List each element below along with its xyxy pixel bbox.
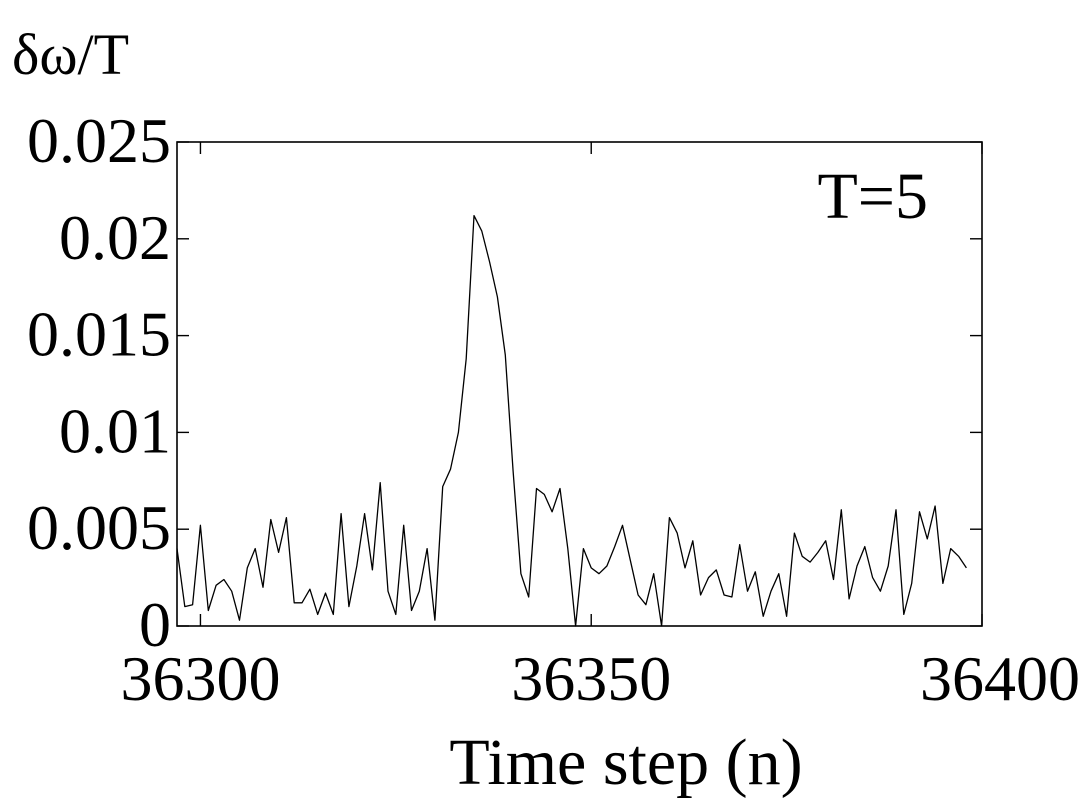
series-line [176,214,967,627]
x-tick-label-1: 36350 [511,643,671,714]
x-tick-label-2: 36400 [920,643,1080,714]
y-ticks: 0 0.005 0.01 0.015 0.02 0.025 [27,105,982,660]
x-ticks: 36300 36350 36400 [120,142,1080,714]
plot-area-frame [176,141,983,627]
x-axis-label: Time step (n) [449,726,802,799]
y-axis-label: δω/T [12,22,129,87]
y-tick-label-5: 0.025 [27,105,171,176]
y-tick-label-0: 0 [139,589,171,660]
y-tick-label-1: 0.005 [27,492,171,563]
y-tick-label-2: 0.01 [59,395,171,466]
x-tick-label-0: 36300 [120,643,280,714]
y-tick-label-3: 0.015 [27,299,171,370]
chart-annotation: T=5 [817,160,928,233]
y-tick-label-4: 0.02 [59,202,171,273]
